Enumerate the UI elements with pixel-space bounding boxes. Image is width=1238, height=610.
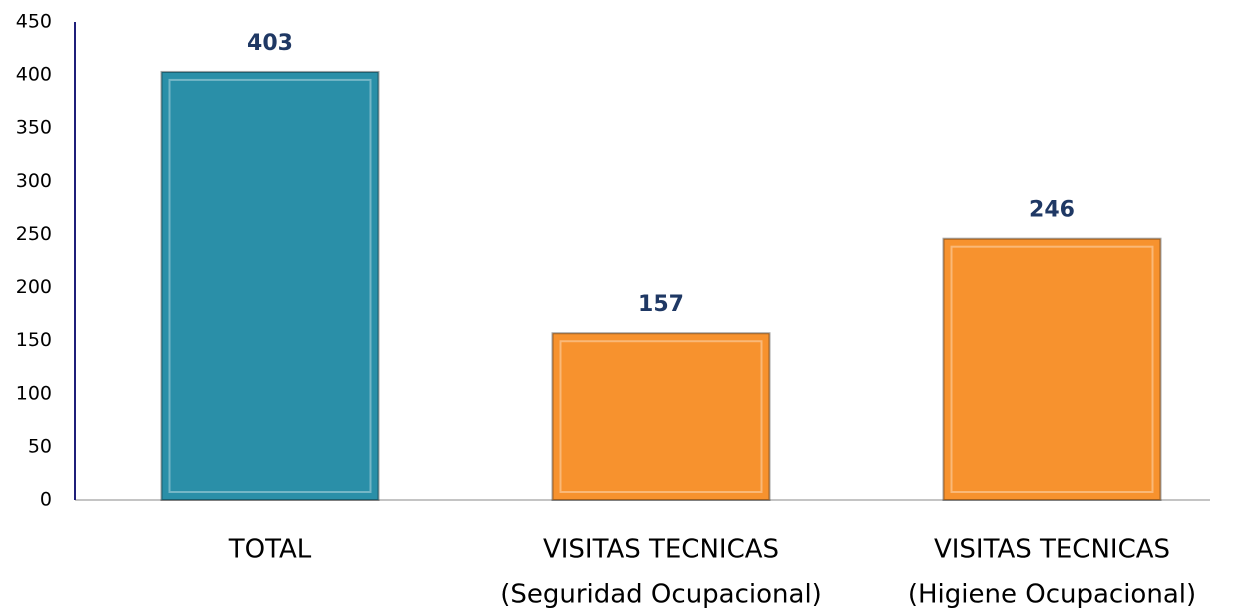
y-tick-label: 450 xyxy=(16,11,52,33)
y-tick-label: 250 xyxy=(16,223,52,245)
value-label: 157 xyxy=(638,292,684,317)
y-tick-label: 50 xyxy=(28,435,52,457)
x-tick-label: VISITAS TECNICAS xyxy=(934,535,1170,565)
value-label: 403 xyxy=(247,31,293,56)
y-tick-label: 300 xyxy=(16,170,52,192)
value-label: 246 xyxy=(1029,198,1075,223)
x-tick-label: (Seguridad Ocupacional) xyxy=(500,580,822,610)
x-tick-label: (Higiene Ocupacional) xyxy=(908,580,1196,610)
bar-bevel xyxy=(950,245,1154,493)
y-tick-label: 400 xyxy=(16,64,52,86)
y-tick-label: 150 xyxy=(16,329,52,351)
y-tick-label: 100 xyxy=(16,382,52,404)
bar xyxy=(942,237,1162,501)
y-tick-label: 350 xyxy=(16,117,52,139)
x-tick-label: TOTAL xyxy=(228,535,312,565)
bar-bevel xyxy=(168,78,372,494)
y-tick-label: 0 xyxy=(40,489,52,511)
bar xyxy=(160,70,380,502)
y-tick-label: 200 xyxy=(16,276,52,298)
bar xyxy=(551,332,771,501)
bar-bevel xyxy=(559,340,763,493)
x-tick-label: VISITAS TECNICAS xyxy=(543,535,779,565)
